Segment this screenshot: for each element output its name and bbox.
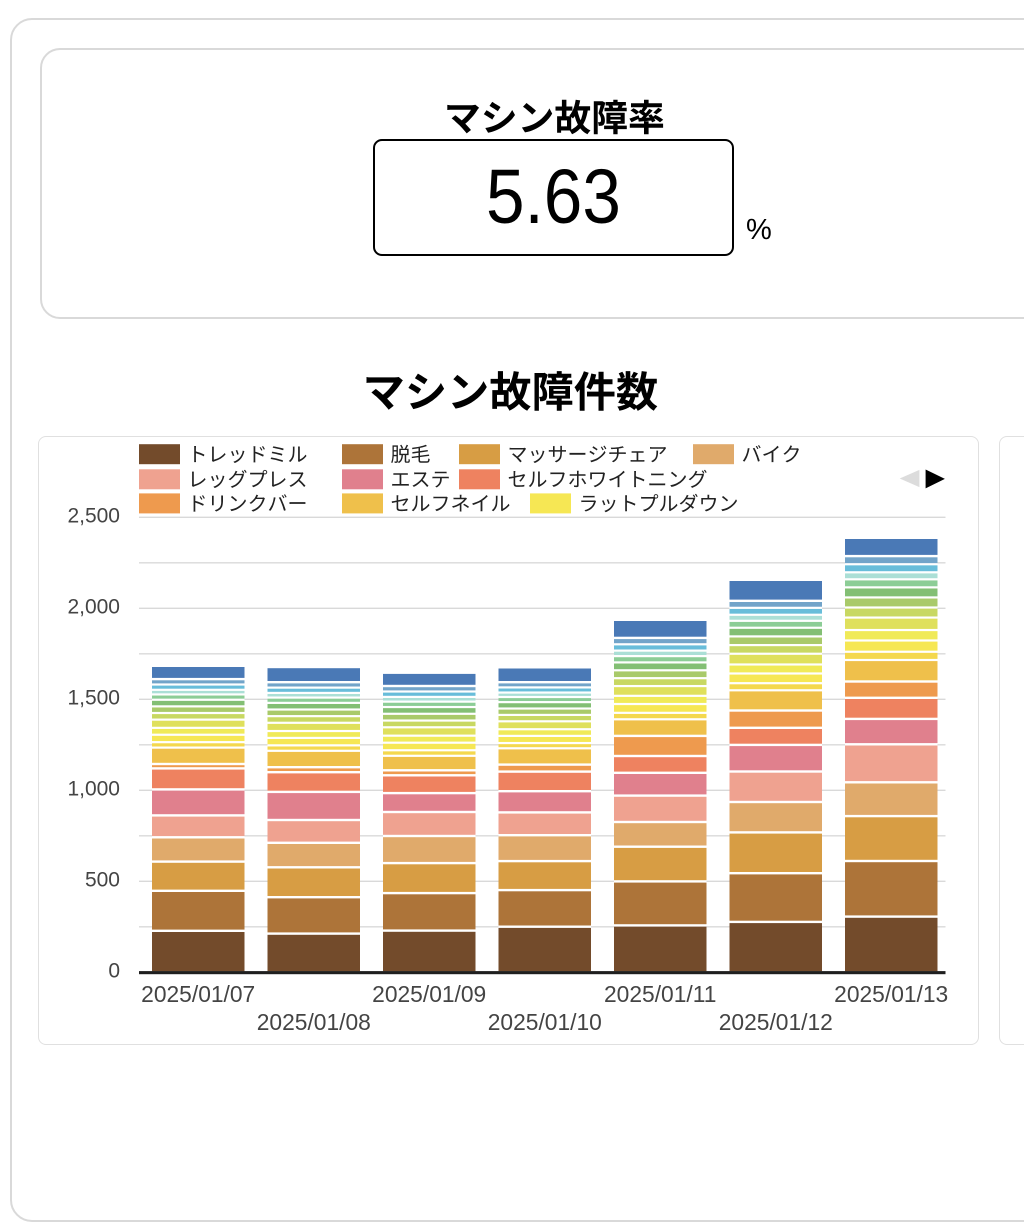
svg-text:2025/01/13: 2025/01/13: [834, 981, 948, 1007]
svg-text:0: 0: [108, 960, 120, 983]
svg-text:2025/01/07: 2025/01/07: [141, 981, 255, 1007]
svg-text:1,000: 1,000: [67, 778, 120, 801]
svg-text:1,500: 1,500: [67, 687, 120, 710]
svg-text:500: 500: [85, 869, 120, 892]
svg-text:2025/01/10: 2025/01/10: [488, 1009, 602, 1035]
svg-text:2025/01/09: 2025/01/09: [372, 981, 486, 1007]
svg-text:2025/01/08: 2025/01/08: [257, 1009, 371, 1035]
svg-text:2,000: 2,000: [67, 596, 120, 619]
svg-text:2025/01/11: 2025/01/11: [604, 981, 716, 1007]
svg-text:2025/01/12: 2025/01/12: [719, 1009, 833, 1035]
svg-text:2,500: 2,500: [67, 505, 120, 528]
